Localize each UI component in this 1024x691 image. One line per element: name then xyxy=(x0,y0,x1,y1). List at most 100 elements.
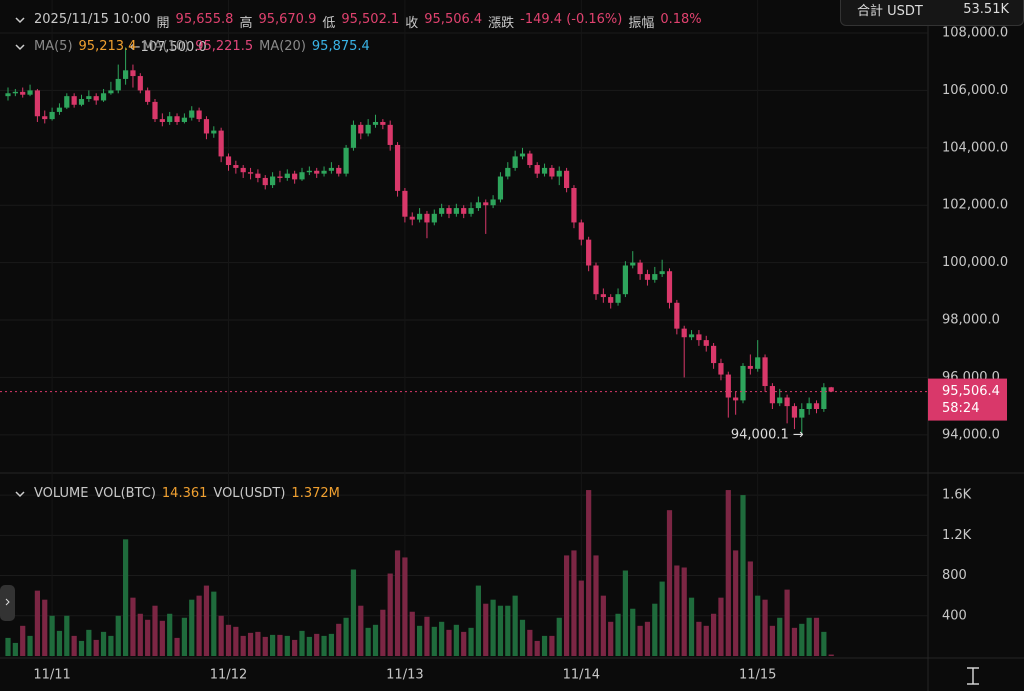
volume-bar xyxy=(299,630,305,656)
volume-bar xyxy=(314,633,320,656)
collapse-icon[interactable] xyxy=(15,17,25,24)
candle-body xyxy=(659,271,665,275)
volume-bar xyxy=(439,621,445,656)
candle-body xyxy=(483,202,489,206)
candle-body xyxy=(93,96,99,101)
volume-bar xyxy=(564,555,570,656)
volume-bar xyxy=(123,539,129,656)
volume-bar xyxy=(270,634,276,656)
volume-bar xyxy=(328,633,334,656)
candle-body xyxy=(733,397,739,401)
legend-value: 1.372M xyxy=(291,486,340,501)
legend-name: VOL(USDT) xyxy=(213,486,286,501)
candle-body xyxy=(5,93,11,97)
field-value: 95,502.1 xyxy=(341,12,400,27)
candle-body xyxy=(475,202,481,209)
volume-bar xyxy=(527,629,533,656)
candle-body xyxy=(211,130,217,134)
volume-bar xyxy=(196,595,202,656)
volume-bar xyxy=(828,654,834,656)
volume-bar xyxy=(64,615,70,656)
account-box: 合計 USDT 53.51K xyxy=(840,0,1024,26)
y-tick-label: 104,000.0 xyxy=(942,140,1008,155)
candle-body xyxy=(417,213,423,220)
candle-body xyxy=(299,172,305,180)
candle-body xyxy=(189,110,195,118)
candle-body xyxy=(439,208,445,214)
candle-body xyxy=(365,124,371,134)
volume-bar xyxy=(711,613,717,656)
volume-bar xyxy=(769,625,775,656)
volume-bar xyxy=(637,625,643,656)
scale-icon[interactable] xyxy=(967,667,979,685)
volume-bar xyxy=(483,603,489,656)
collapse-icon[interactable] xyxy=(15,44,25,51)
candle-body xyxy=(181,117,187,122)
volume-bar xyxy=(27,635,33,656)
side-tab-icon xyxy=(5,598,10,606)
candle-body xyxy=(813,403,820,409)
volume-bar xyxy=(556,617,562,656)
candle-body xyxy=(409,216,415,220)
candle-body xyxy=(196,110,202,120)
candle-body xyxy=(725,374,731,398)
legend-value: 95,875.4 xyxy=(311,39,370,54)
candle-body xyxy=(622,265,628,295)
legend-name: VOL(BTC) xyxy=(94,486,156,501)
price-tag xyxy=(928,378,1007,421)
field-label: 開 xyxy=(156,16,170,31)
volume-bar xyxy=(130,597,136,656)
candle-body xyxy=(571,187,577,223)
candle-body xyxy=(247,172,254,174)
y-tick-label: 102,000.0 xyxy=(942,198,1008,213)
volume-bar xyxy=(821,631,827,656)
collapse-icon[interactable] xyxy=(15,491,25,498)
volume-bar xyxy=(71,635,77,656)
candle-body xyxy=(159,119,165,122)
volume-bar xyxy=(152,605,158,656)
candle-body xyxy=(549,167,555,177)
candle-body xyxy=(593,265,599,295)
volume-bar xyxy=(350,569,357,656)
volume-bar xyxy=(747,561,753,656)
volume-bar xyxy=(762,599,768,656)
volume-bar xyxy=(255,631,261,656)
candle-body xyxy=(519,153,526,157)
y-tick-label: 800 xyxy=(942,568,967,583)
candle-body xyxy=(777,397,783,404)
volume-bar xyxy=(93,639,99,656)
volume-bar xyxy=(497,605,504,656)
candle-body xyxy=(784,397,790,407)
candle-body xyxy=(49,111,55,120)
volume-bar xyxy=(56,630,63,656)
candle-body xyxy=(711,345,717,364)
candle-body xyxy=(394,144,401,191)
volume-bar xyxy=(703,625,709,656)
volume-bar xyxy=(137,613,143,656)
candle-body xyxy=(806,403,812,409)
volume-bar xyxy=(740,495,746,656)
volume-bar xyxy=(159,620,165,656)
candle-body xyxy=(336,167,342,174)
volume-bar xyxy=(468,627,474,656)
candle-body xyxy=(424,213,430,223)
candle-body xyxy=(630,262,636,266)
candle-body xyxy=(145,90,151,102)
volume-bar xyxy=(372,624,379,656)
volume-bar xyxy=(578,580,584,656)
volume-bar xyxy=(534,640,540,656)
candle-body xyxy=(696,334,702,341)
candle-body xyxy=(321,170,327,174)
candle-body xyxy=(747,365,753,369)
candle-body xyxy=(556,170,562,177)
field-value: 95,670.9 xyxy=(258,12,317,27)
candle-body xyxy=(534,165,540,174)
candle-body xyxy=(42,116,48,120)
candle-body xyxy=(681,328,687,338)
volume-legend: VOLUME VOL(BTC) 14.361 VOL(USDT) 1.372M xyxy=(34,486,340,501)
candle-body xyxy=(314,170,320,174)
volume-bar xyxy=(321,635,327,656)
candle-body xyxy=(652,274,658,280)
